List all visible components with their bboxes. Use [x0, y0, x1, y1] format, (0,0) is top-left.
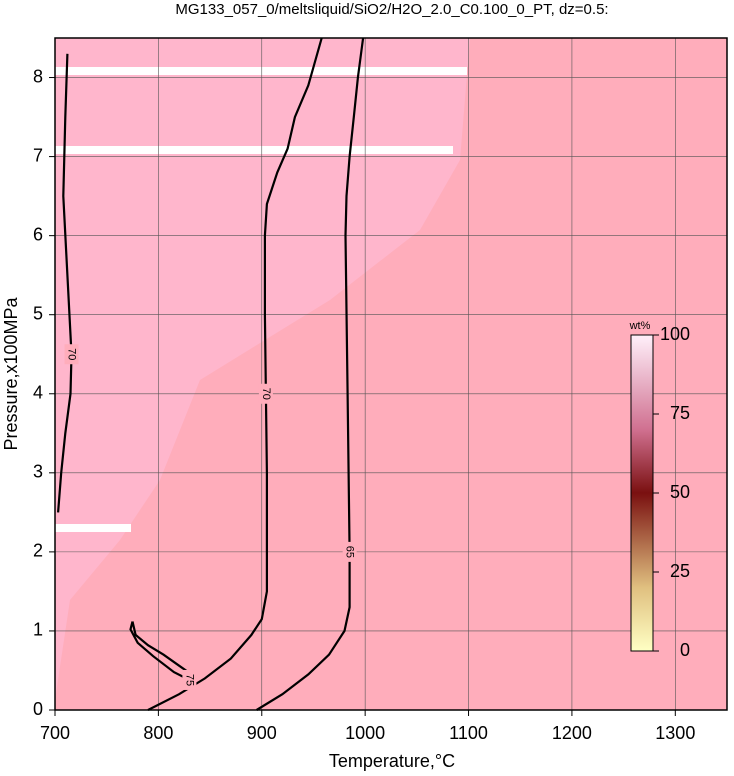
y-tick-label: 7 [33, 145, 43, 165]
contours: 70 65 75 70 [57, 37, 365, 711]
y-tick-label: 5 [33, 303, 43, 323]
x-tick-label: 1300 [655, 723, 695, 743]
colorbar-tick-label: 0 [680, 640, 690, 660]
x-tick-label: 800 [143, 723, 173, 743]
colorbar-tick-label: 50 [670, 482, 690, 502]
contour-label: 70 [260, 388, 272, 400]
y-tick-label: 4 [33, 383, 43, 403]
colorbar-tick-label: 25 [670, 561, 690, 581]
y-tick-label: 8 [33, 66, 43, 86]
contour-label-bg [182, 669, 197, 690]
contour-label-bg [342, 541, 357, 562]
x-tick-label: 1000 [345, 723, 385, 743]
chart-title: MG133_057_0/meltsliquid/SiO2/H2O_2.0_C0.… [175, 1, 608, 18]
y-tick-label: 0 [33, 699, 43, 719]
x-tick-label: 1100 [449, 723, 488, 743]
plot-frame [54, 37, 728, 711]
y-tick-label: 2 [33, 541, 43, 561]
mask-band [55, 524, 131, 532]
x-axis-label: Temperature,°C [329, 751, 455, 771]
y-tick-label: 3 [33, 462, 43, 482]
y-tick-label: 1 [33, 620, 43, 640]
x-tick-label: 900 [247, 723, 277, 743]
contour-label: 65 [344, 546, 356, 558]
colorbar-label: wt% [629, 320, 651, 332]
contour-label-bg [64, 344, 79, 365]
colorbar-tick-label: 100 [660, 324, 690, 344]
contour-line [256, 37, 365, 711]
mask-band [55, 67, 467, 75]
contour-label: 70 [66, 348, 78, 360]
region-shade [55, 38, 470, 700]
mask-band [55, 146, 453, 154]
contour-label-bg [258, 383, 273, 404]
y-tick-label: 6 [33, 224, 43, 244]
colorbar-tick-label: 75 [670, 403, 690, 423]
x-tick-label: 700 [40, 723, 70, 743]
y-axis-label: Pressure,x100MPa [1, 296, 21, 450]
contour-label: 75 [183, 674, 195, 686]
colorbar [630, 334, 654, 652]
x-tick-label: 1200 [552, 723, 592, 743]
